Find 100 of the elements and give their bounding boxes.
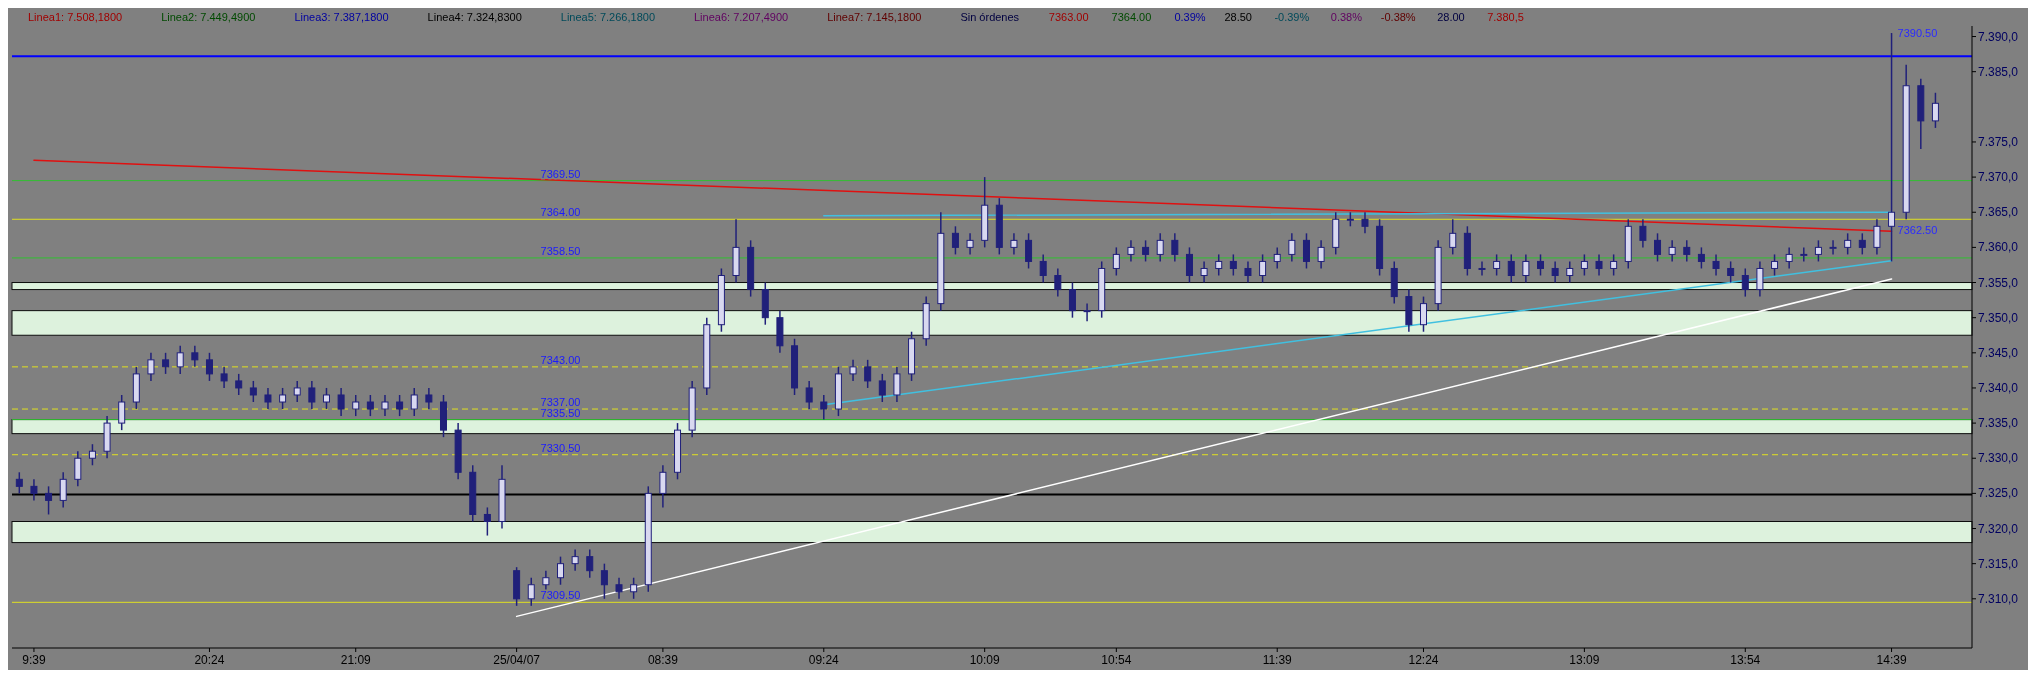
annotation: 7362.50 xyxy=(1897,223,1938,236)
x-tick-label: 10:54 xyxy=(1101,653,1132,667)
candlestick xyxy=(1844,232,1852,256)
candlestick xyxy=(293,380,301,403)
text: -0.38% xyxy=(1380,11,1416,23)
y-tick-label: 7.375,0 xyxy=(1978,134,2019,149)
candlestick xyxy=(1522,253,1530,284)
candlestick xyxy=(1156,232,1164,263)
candlestick xyxy=(1112,246,1120,277)
candlestick xyxy=(1683,239,1691,263)
candlestick xyxy=(1858,232,1866,256)
candlestick xyxy=(1829,239,1837,256)
candlestick xyxy=(1054,267,1062,298)
x-tick-label: 14:39 xyxy=(1876,653,1907,667)
candlestick xyxy=(1785,246,1793,270)
y-tick-label: 7.320,0 xyxy=(1978,521,2019,536)
candlestick xyxy=(1273,246,1281,270)
candlestick xyxy=(600,562,608,600)
y-tick-label: 7.330,0 xyxy=(1978,451,2019,466)
candlestick xyxy=(1566,260,1574,284)
x-tick-label: 13:54 xyxy=(1730,653,1761,667)
candlestick xyxy=(1083,302,1091,322)
candlestick xyxy=(176,345,184,375)
y-tick-label: 7.360,0 xyxy=(1978,240,2019,255)
ref-line-label: 7335.50 xyxy=(540,406,581,419)
candlestick xyxy=(1800,246,1808,263)
candlestick xyxy=(1317,239,1325,270)
ref-line-label: 7309.50 xyxy=(540,589,581,602)
x-tick-label: 20:24 xyxy=(194,653,225,667)
candlestick xyxy=(59,471,67,509)
candlestick xyxy=(893,366,901,403)
candlestick xyxy=(396,394,404,417)
candlestick xyxy=(279,387,287,410)
candlestick xyxy=(425,387,433,410)
candlestick xyxy=(586,548,594,579)
y-tick-label: 7.345,0 xyxy=(1978,345,2019,360)
y-tick-label: 7.365,0 xyxy=(1978,205,2019,220)
ref-line-label: 7337.00 xyxy=(540,396,581,409)
candlestick xyxy=(235,373,243,396)
candlestick xyxy=(74,450,82,488)
candlestick xyxy=(1931,92,1939,129)
candlestick xyxy=(1068,281,1076,319)
annotation: 7390.50 xyxy=(1897,27,1938,40)
candlestick xyxy=(1639,218,1647,249)
text: -0.39% xyxy=(1274,11,1310,23)
candlestick xyxy=(1551,260,1559,284)
y-tick-label: 7.315,0 xyxy=(1978,556,2019,571)
candlestick xyxy=(951,225,959,256)
text: 7363.00 xyxy=(1048,11,1089,23)
candlestick xyxy=(1580,253,1588,277)
text: 7364.00 xyxy=(1111,11,1152,23)
candlestick xyxy=(1741,267,1749,298)
text: 28.50 xyxy=(1224,11,1252,23)
candlestick xyxy=(878,373,886,403)
text: Linea1: 7.508,1800 xyxy=(28,11,123,23)
x-tick-label: 21:09 xyxy=(340,653,372,667)
ref-line-label: 7343.00 xyxy=(540,353,581,366)
candlestick xyxy=(352,394,360,417)
ref-line-label: 7364.00 xyxy=(540,206,581,219)
y-tick-label: 7.355,0 xyxy=(1978,275,2019,290)
text: 0.39% xyxy=(1174,11,1206,23)
x-tick-label: 10:09 xyxy=(969,653,1001,667)
candlestick xyxy=(162,352,170,375)
candlestick xyxy=(1478,260,1486,277)
candlestick xyxy=(88,443,96,467)
x-tick-label: 09:24 xyxy=(808,653,840,667)
text: Linea7: 7.145,1800 xyxy=(827,11,922,23)
candlestick xyxy=(1449,218,1457,256)
candlestick xyxy=(1244,260,1252,284)
y-tick-label: 7.340,0 xyxy=(1978,380,2019,395)
candlestick xyxy=(1610,253,1618,277)
candlestick xyxy=(30,478,38,502)
candlestick xyxy=(1215,253,1223,277)
x-tick-label: 11:39 xyxy=(1262,653,1293,667)
candlestick xyxy=(1361,211,1369,235)
candlestick xyxy=(1727,260,1735,284)
candlestick xyxy=(1888,32,1896,263)
y-tick-label: 7.390,0 xyxy=(1978,29,2019,44)
candlestick xyxy=(410,387,418,417)
candlestick xyxy=(571,548,579,572)
candlestick xyxy=(366,394,374,417)
text: Linea2: 7.449,4900 xyxy=(161,11,256,23)
text: 28.00 xyxy=(1437,11,1465,23)
candlestick xyxy=(1302,232,1310,270)
candlestick xyxy=(1171,232,1179,263)
y-tick-label: 7.370,0 xyxy=(1978,170,2019,185)
candlestick xyxy=(1259,253,1267,284)
candlestick xyxy=(1814,239,1822,263)
candlestick xyxy=(220,366,228,389)
candlestick xyxy=(630,576,638,600)
candlestick xyxy=(527,576,535,607)
candlestick xyxy=(1025,232,1033,270)
text: Sin órdenes xyxy=(960,11,1020,23)
ref-line-label: 7358.50 xyxy=(540,244,581,257)
candlestick xyxy=(820,394,828,421)
y-tick-label: 7.385,0 xyxy=(1978,64,2019,79)
candlestick xyxy=(1537,253,1545,277)
candlestick xyxy=(1493,253,1501,277)
candlestick xyxy=(1288,232,1296,263)
x-tick-label: 25/04/07 xyxy=(493,653,541,667)
